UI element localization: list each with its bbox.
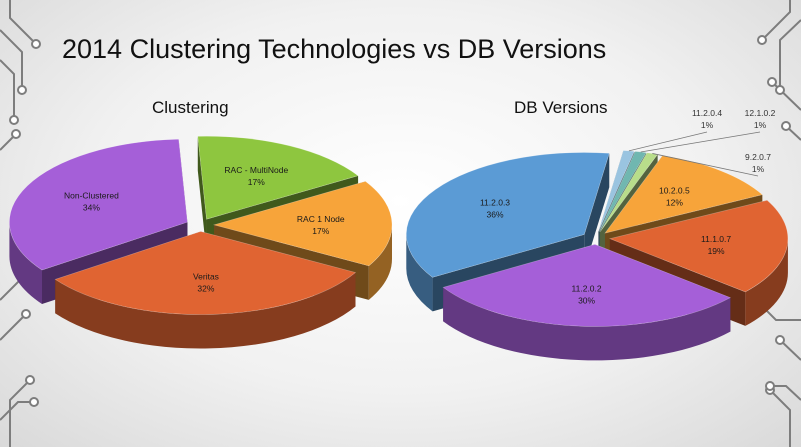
pie-slice-wall-non-clustered xyxy=(9,222,42,305)
slice-name-veritas: Veritas xyxy=(193,271,219,281)
pie-slice-rac-1-node xyxy=(212,181,393,267)
clustering-chart-title: Clustering xyxy=(152,98,229,117)
pie-slice-wall-11-2-0-3 xyxy=(406,234,433,312)
leader-line-9-2-0-7 xyxy=(652,153,759,177)
slice-name-12-1-0-2: 12.1.0.2 xyxy=(745,108,776,118)
leader-line-12-1-0-2 xyxy=(640,131,761,153)
pie-slice-11-2-0-2 xyxy=(442,244,732,327)
slide-title: 2014 Clustering Technologies vs DB Versi… xyxy=(62,34,607,64)
slice-name-10-2-0-5: 10.2.0.5 xyxy=(659,186,690,196)
pie-slice-wall-veritas xyxy=(55,272,356,349)
pie-slice-non-clustered xyxy=(9,138,188,271)
slice-name-rac-multinode: RAC - MultiNode xyxy=(224,165,288,175)
slice-name-non-clustered: Non-Clustered xyxy=(64,190,119,200)
pie-slice-wall-11-1-0-7 xyxy=(745,238,788,326)
leader-line-11-2-0-4 xyxy=(628,131,708,152)
slice-percent-10-2-0-5: 12% xyxy=(666,198,683,208)
pie-slice-11-2-0-3 xyxy=(405,152,610,278)
slice-percent-11-2-0-4: 1% xyxy=(701,120,714,130)
pie-slice-rac-multinode xyxy=(197,135,359,220)
pie-slice-wall-11-2-0-2 xyxy=(443,287,731,361)
db-versions-pie: 11.2.0.4 1% 12.1.0.2 1% 9.2.0.7 1% 10.2.0.5 12%… xyxy=(405,108,789,361)
slice-percent-9-2-0-7: 1% xyxy=(752,164,765,174)
slice-percent-rac-multinode: 17% xyxy=(248,177,265,187)
pie-slice-veritas xyxy=(54,231,357,315)
slice-name-11-2-0-4: 11.2.0.4 xyxy=(692,108,722,118)
slice-percent-veritas: 32% xyxy=(197,283,214,293)
slice-name-9-2-0-7: 9.2.0.7 xyxy=(745,152,771,162)
pie-slice-11-1-0-7 xyxy=(608,199,789,293)
slice-percent-11-2-0-2: 30% xyxy=(578,295,595,305)
slice-percent-12-1-0-2: 1% xyxy=(754,120,767,130)
slice-percent-11-2-0-3: 36% xyxy=(486,209,503,219)
pie-slice-10-2-0-5 xyxy=(604,155,763,234)
slice-percent-non-clustered: 34% xyxy=(83,202,100,212)
db-versions-chart-title: DB Versions xyxy=(514,98,608,117)
pie-slice-wall-rac-1-node xyxy=(368,224,392,300)
slice-percent-11-1-0-7: 19% xyxy=(708,246,725,256)
clustering-pie: RAC - MultiNode 17% RAC 1 Node 17% Veritas 32… xyxy=(9,135,393,349)
pie-slice-side-rac-multinode xyxy=(197,136,207,254)
slice-name-rac-1-node: RAC 1 Node xyxy=(297,214,345,224)
slice-percent-rac-1-node: 17% xyxy=(312,226,329,236)
slice-name-11-2-0-3: 11.2.0.3 xyxy=(480,197,510,207)
slice-name-11-1-0-7: 11.1.0.7 xyxy=(701,234,731,244)
slice-name-11-2-0-2: 11.2.0.2 xyxy=(572,283,602,293)
pie-slice-side-11-2-0-3 xyxy=(584,153,610,269)
pie-slice-12-1-0-2 xyxy=(598,151,647,232)
